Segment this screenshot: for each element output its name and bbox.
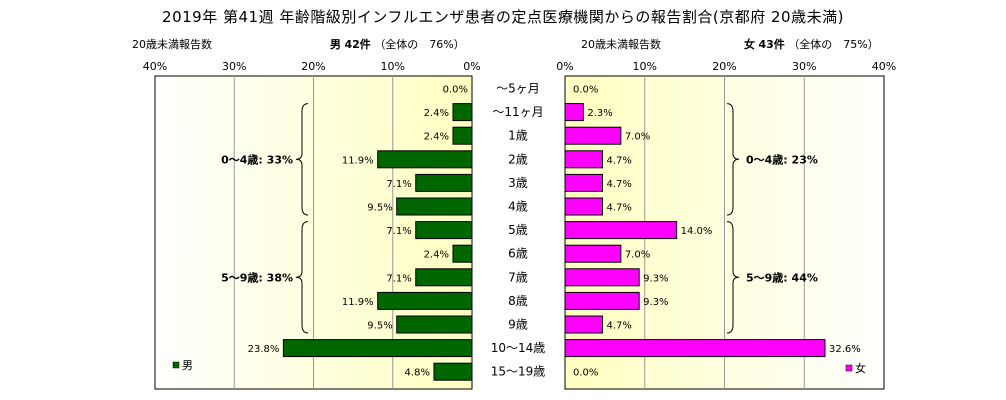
male-legend-swatch	[172, 361, 180, 369]
male-5-9-annotation: 5～9歳: 38%	[221, 270, 293, 284]
male-value-label: 2.4%	[424, 108, 449, 119]
left-share: （全体の 76%）	[374, 38, 465, 51]
male-value-label: 2.4%	[424, 250, 449, 261]
right-count: 43件	[758, 38, 785, 51]
right-tick-label: 30%	[792, 60, 816, 73]
right-sex-summary: 女 43件 （全体の 75%）	[744, 36, 879, 52]
male-bar	[282, 339, 473, 358]
age-category-label: 15～19歳	[491, 365, 546, 379]
male-value-label: 7.1%	[386, 273, 411, 284]
left-sex-summary: 男 42件 （全体の 76%）	[330, 36, 465, 52]
male-value-label: 11.9%	[342, 155, 374, 166]
male-value-label: 2.4%	[424, 132, 449, 143]
female-bar	[564, 103, 584, 122]
left-tick-label: 30%	[222, 60, 246, 73]
age-category-label: 5歳	[508, 223, 528, 237]
male-bar	[415, 268, 473, 287]
female-5-9-brace	[726, 221, 740, 334]
female-bar	[564, 126, 622, 145]
right-tick-label: 10%	[633, 60, 657, 73]
female-bar	[564, 315, 603, 334]
female-bar	[564, 173, 603, 192]
right-tick-label: 0%	[556, 60, 573, 73]
male-bar	[433, 362, 473, 381]
male-value-label: 11.9%	[342, 297, 374, 308]
age-category-label: ～5ヶ月	[496, 82, 540, 96]
age-category-label: 10～14歳	[491, 341, 546, 355]
left-count: 42件	[344, 38, 371, 51]
left-tick-label: 20%	[301, 60, 325, 73]
female-value-label: 2.3%	[587, 108, 612, 119]
female-value-label: 32.6%	[829, 344, 861, 355]
female-bar	[564, 244, 622, 263]
left-count-label: 20歳未満報告数	[132, 38, 212, 51]
male-legend-label: 男	[182, 359, 193, 372]
male-bar	[377, 291, 473, 310]
age-category-label: 6歳	[508, 247, 528, 261]
female-legend-label: 女	[855, 361, 866, 375]
male-value-label: 0.0%	[443, 85, 468, 96]
male-bar	[452, 244, 473, 263]
male-5-9-brace	[295, 221, 309, 334]
male-value-label: 7.1%	[386, 226, 411, 237]
male-value-label: 4.8%	[405, 368, 430, 379]
female-bar	[564, 221, 678, 240]
age-category-label: 7歳	[508, 270, 528, 284]
male-bar	[415, 221, 473, 240]
right-tick-label: 20%	[712, 60, 736, 73]
male-0-4-annotation: 0～4歳: 33%	[221, 152, 293, 166]
female-bar	[564, 268, 640, 287]
age-category-label: 4歳	[508, 200, 528, 214]
male-value-label: 7.1%	[386, 179, 411, 190]
age-category-label: 9歳	[508, 318, 528, 332]
female-value-label: 4.7%	[606, 155, 631, 166]
right-sex: 女	[744, 38, 755, 51]
left-tick-label: 40%	[143, 60, 167, 73]
female-value-label: 0.0%	[573, 85, 598, 96]
female-value-label: 9.3%	[643, 297, 668, 308]
female-value-label: 4.7%	[606, 321, 631, 332]
female-bar	[564, 339, 826, 358]
age-category-label: 8歳	[508, 294, 528, 308]
left-sex: 男	[330, 38, 341, 51]
male-bar	[452, 126, 473, 145]
male-value-label: 23.8%	[248, 344, 280, 355]
left-tick-label: 0%	[463, 60, 480, 73]
female-0-4-brace	[726, 103, 740, 216]
female-value-label: 4.7%	[606, 179, 631, 190]
female-5-9-annotation: 5～9歳: 44%	[746, 270, 818, 284]
female-bar	[564, 150, 603, 169]
male-value-label: 9.5%	[367, 203, 392, 214]
male-bar	[396, 197, 473, 216]
chart-title: 2019年 第41週 年齢階級別インフルエンザ患者の定点医療機関からの報告割合(…	[162, 8, 844, 26]
female-value-label: 4.7%	[606, 203, 631, 214]
right-tick-label: 40%	[872, 60, 896, 73]
male-bar	[452, 103, 473, 122]
male-bar	[377, 150, 473, 169]
male-bar	[396, 315, 473, 334]
male-value-label: 9.5%	[367, 321, 392, 332]
left-tick-label: 10%	[381, 60, 405, 73]
right-count-label: 20歳未満報告数	[581, 38, 661, 51]
female-value-label: 7.0%	[625, 250, 650, 261]
female-value-label: 9.3%	[643, 273, 668, 284]
female-legend-swatch	[845, 364, 853, 372]
female-value-label: 0.0%	[573, 368, 598, 379]
male-0-4-brace	[295, 103, 309, 216]
right-share: （全体の 75%）	[788, 38, 879, 51]
female-bar	[564, 291, 640, 310]
age-category-label: 1歳	[508, 129, 528, 143]
age-category-label: 2歳	[508, 152, 528, 166]
female-value-label: 7.0%	[625, 132, 650, 143]
age-category-label: 3歳	[508, 176, 528, 190]
age-category-label: ～11ヶ月	[492, 105, 543, 119]
male-bar	[415, 173, 473, 192]
female-value-label: 14.0%	[681, 226, 713, 237]
female-bar	[564, 197, 603, 216]
female-0-4-annotation: 0～4歳: 23%	[746, 152, 818, 166]
